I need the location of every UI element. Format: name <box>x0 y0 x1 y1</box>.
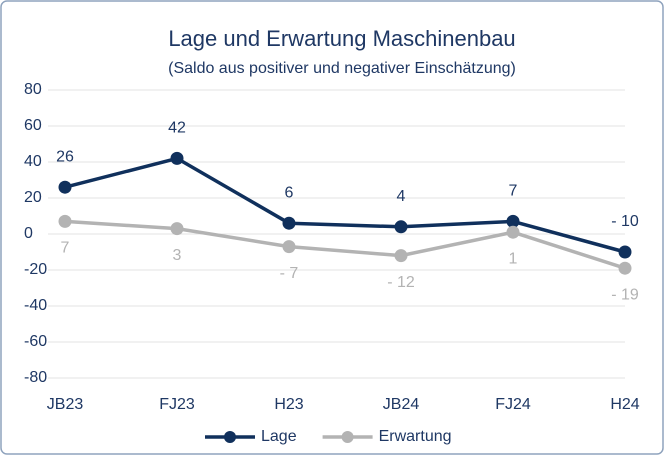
x-tick-label: H23 <box>274 396 303 413</box>
y-tick-label: 40 <box>24 153 42 170</box>
data-label: 7 <box>61 240 70 257</box>
data-label: 7 <box>509 183 518 200</box>
data-label: 3 <box>173 247 182 264</box>
point <box>618 261 632 275</box>
data-label: - 10 <box>611 213 639 230</box>
x-tick-label: FJ24 <box>495 396 531 413</box>
point <box>170 222 184 236</box>
point <box>282 216 296 230</box>
legend-marker <box>341 431 354 443</box>
point <box>282 240 296 254</box>
data-label: - 7 <box>280 265 299 282</box>
point <box>618 245 632 259</box>
data-label: - 19 <box>611 286 639 303</box>
x-tick-label: H24 <box>610 396 639 413</box>
y-tick-label: -40 <box>24 297 47 314</box>
point <box>394 249 408 263</box>
x-tick-label: FJ23 <box>159 396 195 413</box>
point <box>58 180 72 194</box>
point <box>394 220 408 234</box>
data-label: 4 <box>397 188 406 205</box>
chart-title: Lage und Erwartung Maschinenbau <box>168 26 515 51</box>
data-label: 42 <box>168 120 186 137</box>
chart-subtitle: (Saldo aus positiver und negativer Einsc… <box>168 60 516 77</box>
y-tick-label: -80 <box>24 369 47 386</box>
y-tick-label: 60 <box>24 117 42 134</box>
y-tick-label: -60 <box>24 333 47 350</box>
point <box>506 225 520 239</box>
point <box>506 214 520 228</box>
point <box>170 151 184 165</box>
series-line <box>64 156 626 254</box>
series-line <box>64 219 626 270</box>
x-tick-label: JB23 <box>47 396 84 413</box>
data-label: 6 <box>285 184 294 201</box>
data-label: 26 <box>56 148 74 165</box>
y-tick-label: 80 <box>24 81 42 98</box>
y-tick-label: -20 <box>24 261 47 278</box>
y-tick-label: 0 <box>24 225 33 242</box>
data-label: 1 <box>509 250 518 267</box>
legend-marker <box>224 431 236 443</box>
legend-label: Lage <box>261 428 297 445</box>
x-tick-label: JB24 <box>383 396 420 413</box>
legend-label: Erwartung <box>379 428 452 445</box>
data-label: - 12 <box>387 274 415 291</box>
y-tick-label: 20 <box>24 189 42 206</box>
point <box>58 214 72 228</box>
